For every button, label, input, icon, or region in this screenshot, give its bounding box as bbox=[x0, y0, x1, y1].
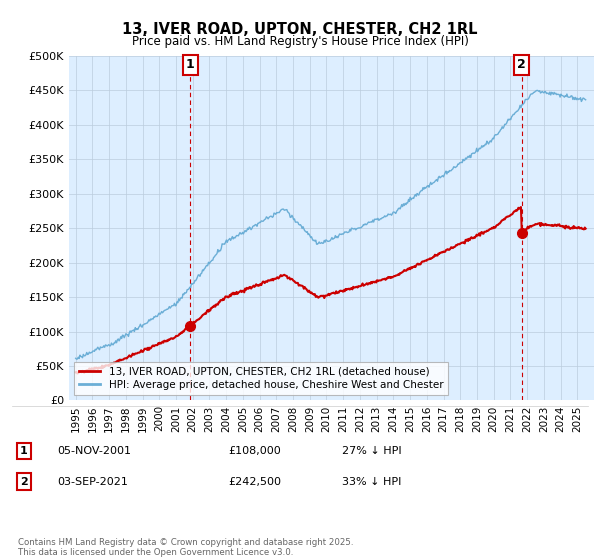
Text: 27% ↓ HPI: 27% ↓ HPI bbox=[342, 446, 401, 456]
Text: 33% ↓ HPI: 33% ↓ HPI bbox=[342, 477, 401, 487]
Text: 1: 1 bbox=[186, 58, 194, 72]
Text: Price paid vs. HM Land Registry's House Price Index (HPI): Price paid vs. HM Land Registry's House … bbox=[131, 35, 469, 48]
Legend: 13, IVER ROAD, UPTON, CHESTER, CH2 1RL (detached house), HPI: Average price, det: 13, IVER ROAD, UPTON, CHESTER, CH2 1RL (… bbox=[74, 362, 448, 395]
Text: 1: 1 bbox=[20, 446, 28, 456]
Text: Contains HM Land Registry data © Crown copyright and database right 2025.
This d: Contains HM Land Registry data © Crown c… bbox=[18, 538, 353, 557]
Text: 03-SEP-2021: 03-SEP-2021 bbox=[57, 477, 128, 487]
Text: 05-NOV-2001: 05-NOV-2001 bbox=[57, 446, 131, 456]
Text: £242,500: £242,500 bbox=[228, 477, 281, 487]
Text: £108,000: £108,000 bbox=[228, 446, 281, 456]
Text: 2: 2 bbox=[517, 58, 526, 72]
Text: 13, IVER ROAD, UPTON, CHESTER, CH2 1RL: 13, IVER ROAD, UPTON, CHESTER, CH2 1RL bbox=[122, 22, 478, 38]
Text: 2: 2 bbox=[20, 477, 28, 487]
